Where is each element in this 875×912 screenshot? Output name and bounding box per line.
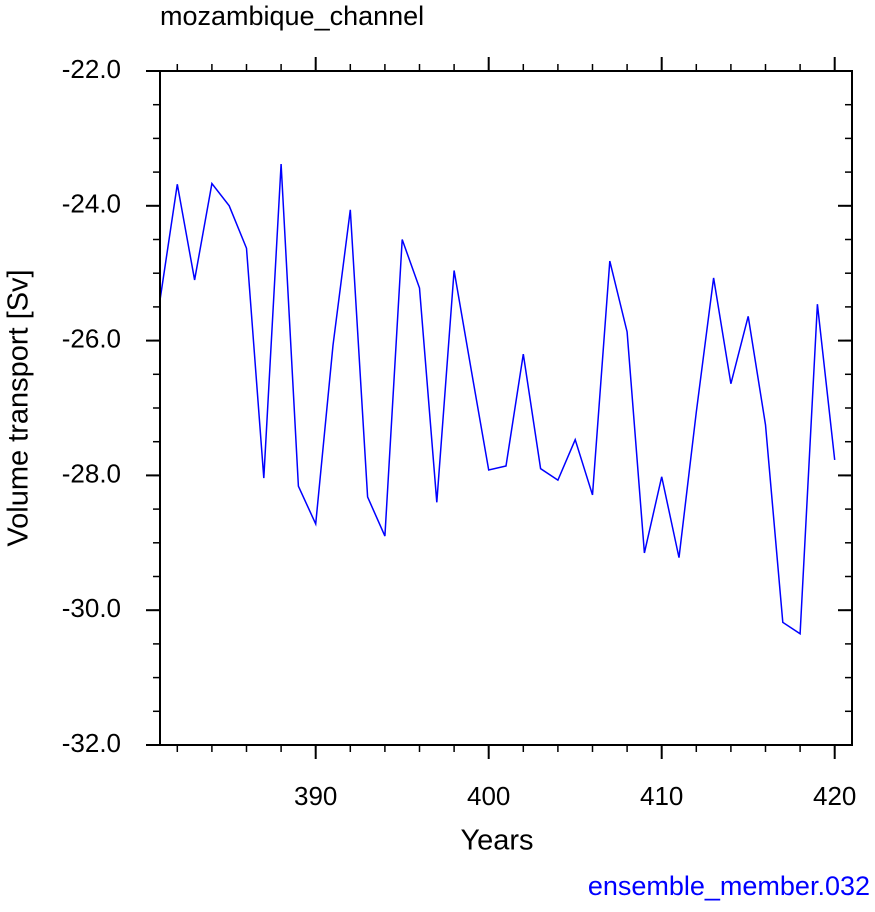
plot-frame bbox=[159, 70, 853, 746]
x-tick-label: 400 bbox=[467, 781, 510, 811]
y-tick-label: -24.0 bbox=[62, 189, 121, 219]
x-tick-label: 420 bbox=[813, 781, 856, 811]
y-tick-label: -30.0 bbox=[62, 593, 121, 623]
x-axis-label: Years bbox=[460, 825, 533, 857]
annotation: ensemble_member.032 bbox=[588, 871, 870, 901]
y-tick-label: -32.0 bbox=[62, 728, 121, 758]
y-tick-label: -22.0 bbox=[62, 54, 121, 84]
y-tick-label: -28.0 bbox=[62, 458, 121, 488]
y-tick-label: -26.0 bbox=[62, 323, 121, 353]
y-axis-label: Volume transport [Sv] bbox=[3, 269, 35, 546]
x-tick-label: 390 bbox=[294, 781, 337, 811]
x-tick-label: 410 bbox=[640, 781, 683, 811]
data-line bbox=[159, 163, 836, 636]
chart-title: mozambique_channel bbox=[160, 1, 424, 31]
